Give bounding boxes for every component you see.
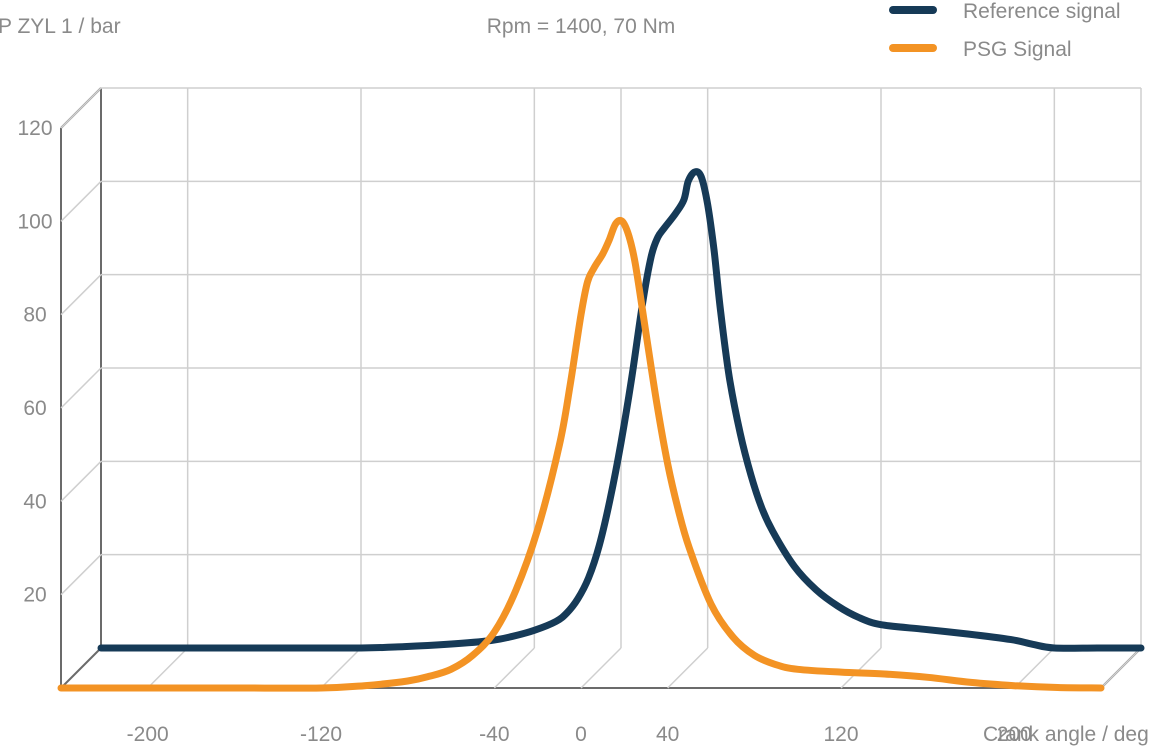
x-tick-label: -40 (479, 723, 509, 746)
y-tick-label: 20 (23, 584, 46, 607)
floor-gridline (147, 647, 189, 689)
floor-gridline (320, 647, 362, 689)
left-wall-gridline (60, 274, 102, 316)
y-tick-label: 40 (23, 490, 46, 513)
x-tick-label: 200 (997, 723, 1032, 746)
y-axis-label: P ZYL 1 / bar (0, 15, 121, 38)
floor-left-edge (60, 647, 102, 689)
left-wall-gridline (60, 87, 102, 129)
floor-gridline (580, 647, 622, 689)
left-wall-gridline (60, 367, 102, 409)
x-tick-label: 120 (823, 723, 858, 746)
left-wall-gridline (60, 180, 102, 222)
y-tick-label: 120 (17, 117, 52, 140)
legend: Reference signal PSG Signal (889, 0, 1121, 61)
series-line-psg-signal (57, 216, 1105, 692)
legend-label-psg: PSG Signal (963, 38, 1072, 61)
y-tick-label: 60 (23, 397, 46, 420)
series-line-reference-signal (97, 168, 1145, 652)
floor-gridline (840, 647, 882, 689)
left-wall-gridline (60, 554, 102, 596)
x-tick-label: -200 (127, 723, 169, 746)
x-tick-labels: -200 -120 -40 0 40 120 200 (127, 723, 1032, 746)
left-wall-gridline (60, 460, 102, 502)
chart-grid (60, 87, 1142, 689)
y-tick-labels: 20 40 60 80 100 120 (17, 117, 52, 607)
x-axis-label: Crank angle / deg (983, 723, 1149, 746)
chart-title: Rpm = 1400, 70 Nm (487, 15, 676, 38)
x-tick-label: 0 (575, 723, 587, 746)
y-tick-label: 80 (23, 304, 46, 327)
floor-gridline (1013, 647, 1055, 689)
legend-item-psg: PSG Signal (889, 38, 1072, 61)
x-tick-label: -120 (300, 723, 342, 746)
floor-gridline (667, 647, 709, 689)
x-tick-label: 40 (656, 723, 679, 746)
chart-series (57, 168, 1145, 692)
floor-gridline (1100, 647, 1142, 689)
legend-item-reference: Reference signal (889, 0, 1121, 23)
floor-gridline (493, 647, 535, 689)
legend-label-reference: Reference signal (963, 0, 1121, 23)
chart-walls (60, 87, 1142, 689)
y-tick-label: 100 (17, 210, 52, 233)
